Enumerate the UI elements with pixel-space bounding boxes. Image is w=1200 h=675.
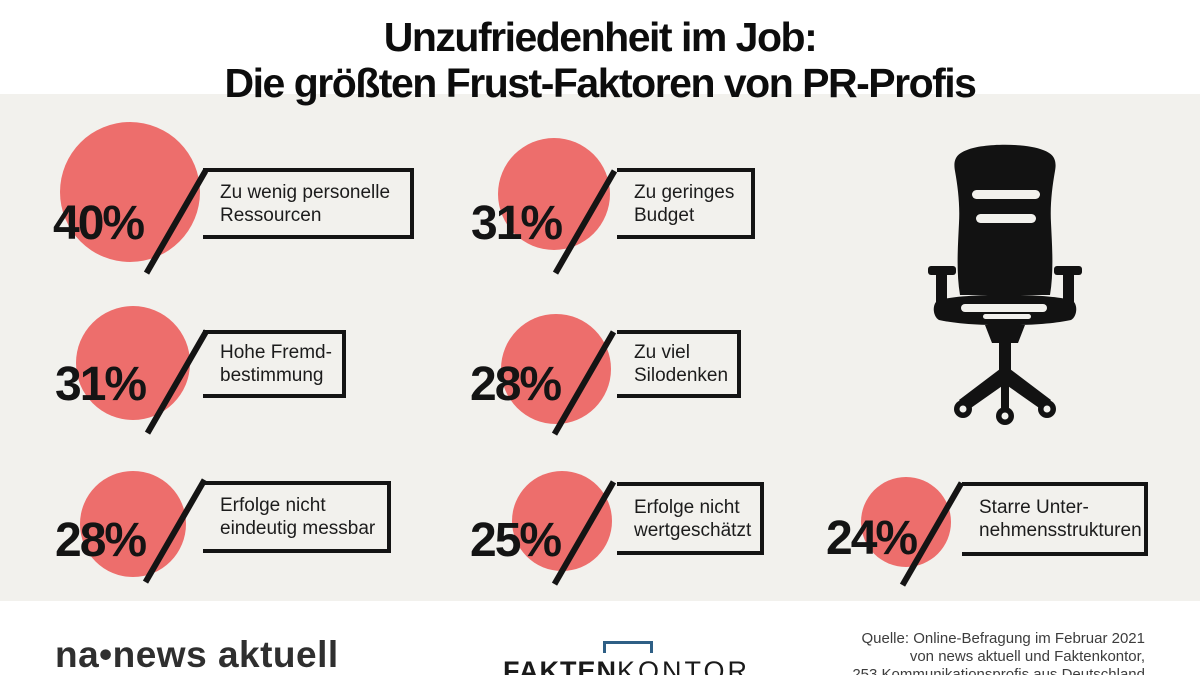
stat-circle — [60, 122, 200, 262]
stat-circle — [498, 138, 610, 250]
stat-value: 40% — [53, 197, 145, 250]
stat-label-box: Zu wenig personelle Ressourcen — [203, 168, 414, 239]
page-title-line2: Die größten Frust-Faktoren von PR-Profis — [224, 60, 977, 107]
title-band — [0, 0, 1200, 94]
stat-value: 31% — [471, 197, 563, 250]
source-line3: 253 Kommunikationsprofis aus Deutschland — [852, 666, 1145, 675]
stat-value: 24% — [826, 512, 918, 565]
stat-label: Zu geringes Budget — [634, 181, 735, 226]
office-chair-icon — [928, 144, 1082, 425]
source-note: Quelle: Online-Befragung im Februar 2021… — [852, 630, 1145, 675]
stat-circle — [76, 306, 190, 420]
stat-circle — [80, 471, 186, 577]
faktenkontor-bracket-icon — [603, 641, 653, 653]
stat-label-box: Hohe Fremd- bestimmung — [203, 330, 346, 398]
news-aktuell-logo: na•news aktuell — [55, 634, 339, 675]
stat-value: 28% — [55, 514, 147, 567]
stat-label: Hohe Fremd- bestimmung — [220, 342, 332, 386]
stat-circle — [512, 471, 612, 571]
stat-label: Zu viel Silodenken — [634, 342, 729, 386]
stat-label: Zu wenig personelle Ressourcen — [220, 181, 391, 226]
source-line2: von news aktuell und Faktenkontor, — [909, 648, 1145, 665]
page-title-line1: Unzufriedenheit im Job: — [383, 14, 818, 61]
stat-value: 28% — [470, 358, 562, 411]
faktenkontor-logo-light: KONTOR — [617, 656, 751, 675]
stat-label-box: Erfolge nicht eindeutig messbar — [203, 481, 391, 553]
stat-label-box: Erfolge nicht wertgeschätzt — [617, 482, 764, 555]
page-title: Unzufriedenheit im Job: Die größten Frus… — [0, 14, 1200, 106]
faktenkontor-logo-bold: FAKTEN — [503, 656, 617, 675]
stat-label: Erfolge nicht wertgeschätzt — [634, 496, 752, 541]
stat-label: Starre Unter- nehmensstrukturen — [979, 497, 1142, 541]
stat-value: 25% — [470, 514, 562, 567]
stat-label-box: Zu viel Silodenken — [617, 330, 741, 398]
stat-label-box: Zu geringes Budget — [617, 168, 755, 239]
footer-band — [0, 601, 1200, 675]
stat-label-box: Starre Unter- nehmensstrukturen — [962, 482, 1148, 556]
faktenkontor-logo: FAKTENKONTOR — [503, 656, 750, 675]
source-line1: Quelle: Online-Befragung im Februar 2021 — [861, 630, 1146, 647]
stat-label: Erfolge nicht eindeutig messbar — [220, 495, 376, 539]
stat-value: 31% — [55, 358, 147, 411]
